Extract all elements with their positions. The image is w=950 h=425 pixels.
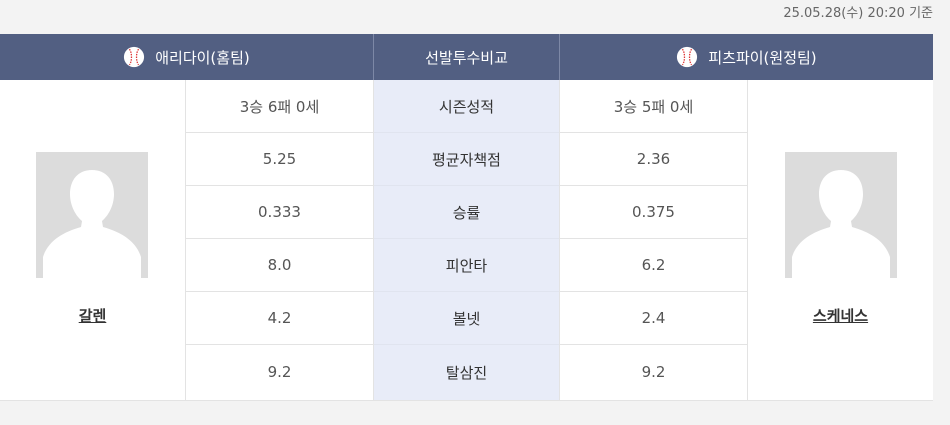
stat-label-hits: 피안타	[374, 239, 559, 292]
stat-label-win-pct: 승률	[374, 186, 559, 239]
away-player-avatar	[785, 152, 897, 278]
player-silhouette-icon	[792, 170, 890, 278]
stat-label-strikeouts: 탈삼진	[445, 363, 488, 382]
compare-header: 선발투수비교	[373, 34, 560, 80]
away-stat-hits: 6.2	[560, 239, 747, 292]
home-stat-win-pct: 0.333	[186, 186, 373, 239]
away-stats-column: 3승 5패 0세 2.36 0.375 6.2 2.4 9.2	[560, 80, 747, 400]
timestamp: 25.05.28(수) 20:20 기준	[783, 6, 933, 21]
home-stat-hits: 8.0	[186, 239, 373, 292]
away-team-label: 피츠파이(원정팀)	[708, 48, 817, 67]
home-stat-walks: 4.2	[186, 292, 373, 345]
comparison-card: 애리다이(홈팀) 선발투수비교 피츠파이(원정팀)	[0, 34, 933, 400]
home-stat-strikeouts: 9.2	[267, 363, 292, 381]
away-team-header: 피츠파이(원정팀)	[560, 34, 933, 80]
stat-label-walks: 볼넷	[374, 292, 559, 345]
away-stat-strikeouts: 9.2	[641, 363, 666, 381]
away-stat-win-pct: 0.375	[560, 186, 747, 239]
home-team-label: 애리다이(홈팀)	[155, 48, 250, 67]
away-stat-season: 3승 5패 0세	[560, 80, 747, 133]
comparison-header: 애리다이(홈팀) 선발투수비교 피츠파이(원정팀)	[0, 34, 933, 80]
compare-label: 선발투수비교	[425, 48, 508, 67]
home-stat-era: 5.25	[186, 133, 373, 186]
baseball-icon	[124, 46, 145, 68]
away-stat-walks: 2.4	[560, 292, 747, 345]
home-stat-season: 3승 6패 0세	[186, 80, 373, 133]
away-stat-era: 2.36	[560, 133, 747, 186]
home-player-avatar	[36, 152, 148, 278]
comparison-body: 갈렌 3승 6패 0세 5.25 0.333 8.0 4.2 9.2 시즌성적 …	[0, 80, 933, 400]
stat-label-era: 평균자책점	[374, 133, 559, 186]
away-player-name[interactable]: 스케네스	[812, 307, 869, 325]
home-stats-column: 3승 6패 0세 5.25 0.333 8.0 4.2 9.2	[186, 80, 373, 400]
home-player-name[interactable]: 갈렌	[78, 307, 107, 325]
bottom-divider	[0, 400, 933, 401]
stat-labels-column: 시즌성적 평균자책점 승률 피안타 볼넷 탈삼진	[373, 80, 560, 400]
away-player-panel: 스케네스	[747, 80, 933, 400]
player-silhouette-icon	[43, 170, 141, 278]
home-player-panel: 갈렌	[0, 80, 186, 400]
home-team-header: 애리다이(홈팀)	[0, 34, 373, 80]
stat-label-season: 시즌성적	[374, 80, 559, 133]
baseball-icon	[677, 46, 698, 68]
